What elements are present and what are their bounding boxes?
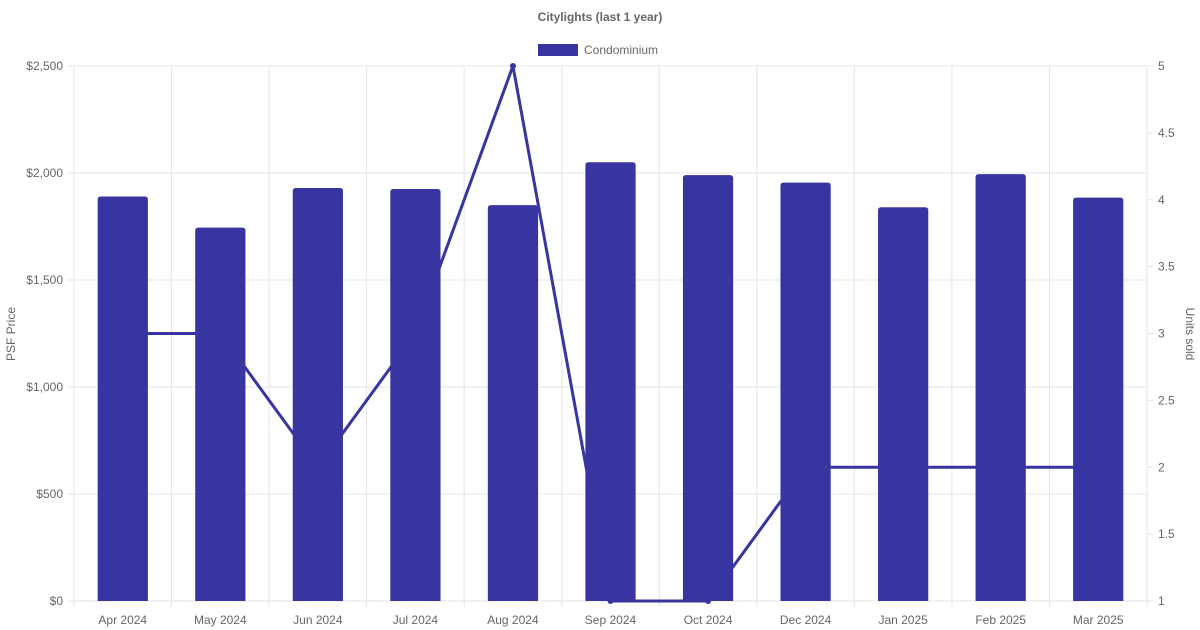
left-axis-tick-label: $1,000 <box>26 380 63 394</box>
right-axis-tick-label: 1.5 <box>1158 527 1175 541</box>
legend-swatch-condominium[interactable] <box>538 44 578 56</box>
x-axis-ticks: Apr 2024 May 2024 Jun 2024 Jul 2024 Aug 2024… <box>98 613 1123 627</box>
right-axis-tick-label: 3 <box>1158 327 1165 341</box>
right-axis-tick-label: 4 <box>1158 193 1165 207</box>
right-axis-tick-label: 2.5 <box>1158 393 1175 407</box>
right-axis-tick-label: 1 <box>1158 594 1165 608</box>
line-point[interactable] <box>314 464 321 471</box>
bar[interactable] <box>585 162 636 602</box>
x-axis-tick-label: Dec 2024 <box>780 613 832 627</box>
line-point[interactable] <box>119 330 126 337</box>
bar[interactable] <box>682 175 734 601</box>
left-axis-tick-label: $2,500 <box>26 59 63 73</box>
bar[interactable] <box>390 189 441 602</box>
line-point[interactable] <box>802 464 809 471</box>
bar[interactable] <box>487 205 539 601</box>
right-axis-tick-label: 3.5 <box>1158 260 1175 274</box>
line-series <box>119 63 1102 604</box>
right-axis-tick-label: 5 <box>1158 59 1165 73</box>
x-axis-tick-label: Jul 2024 <box>393 613 439 627</box>
line-point[interactable] <box>509 63 516 69</box>
line-point[interactable] <box>997 464 1004 471</box>
bar[interactable] <box>195 227 246 601</box>
x-axis-tick-label: Aug 2024 <box>487 613 539 627</box>
left-axis-tick-label: $1,500 <box>26 273 63 287</box>
left-axis-tick-label: $2,000 <box>26 166 63 180</box>
right-axis-tick-label: 4.5 <box>1158 126 1175 140</box>
x-axis-tick-label: May 2024 <box>194 613 247 627</box>
x-axis-tick-label: Apr 2024 <box>98 613 147 627</box>
bar[interactable] <box>97 196 148 602</box>
left-axis-tick-label: $0 <box>50 594 64 608</box>
x-axis-tick-label: Jan 2025 <box>878 613 928 627</box>
legend[interactable]: Condominium <box>538 43 658 57</box>
line-point[interactable] <box>217 330 224 337</box>
left-axis-ticks: $0 $500 $1,000 $1,500 $2,000 $2,500 <box>26 59 74 608</box>
line-point[interactable] <box>607 598 614 604</box>
x-axis-tick-label: Sep 2024 <box>585 613 637 627</box>
right-axis-tick-label: 2 <box>1158 460 1165 474</box>
line-point[interactable] <box>705 598 712 604</box>
left-axis-label: PSF Price <box>4 307 18 361</box>
bar[interactable] <box>1073 197 1124 602</box>
right-axis-ticks: 1 1.5 2 2.5 3 3.5 4 4.5 5 <box>1147 59 1175 608</box>
left-axis-tick-label: $500 <box>36 487 63 501</box>
bar[interactable] <box>780 182 831 601</box>
bar[interactable] <box>292 187 343 602</box>
bar-series <box>97 162 1124 602</box>
x-axis-tick-label: Oct 2024 <box>684 613 733 627</box>
x-axis-tick-label: Feb 2025 <box>975 613 1026 627</box>
bar[interactable] <box>878 207 929 602</box>
line-point[interactable] <box>412 330 419 337</box>
right-axis-label: Units sold <box>1183 308 1197 361</box>
line-point[interactable] <box>1095 464 1102 471</box>
x-axis-tick-label: Mar 2025 <box>1073 613 1124 627</box>
legend-label-condominium[interactable]: Condominium <box>584 43 658 57</box>
chart-title: Citylights (last 1 year) <box>538 10 663 24</box>
bar[interactable] <box>975 174 1026 601</box>
x-axis-tick-label: Jun 2024 <box>293 613 343 627</box>
line-point[interactable] <box>900 464 907 471</box>
